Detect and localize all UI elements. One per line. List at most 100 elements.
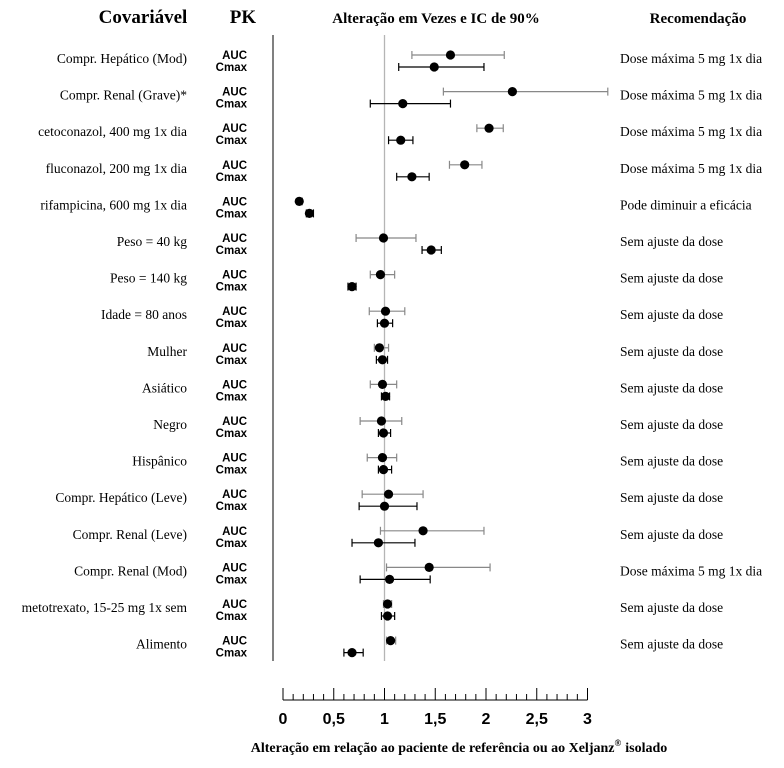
recommendation-label: Sem ajuste da dose — [620, 234, 723, 249]
covariate-label: Compr. Hepático (Leve) — [55, 490, 187, 505]
recommendation-label: Dose máxima 5 mg 1x dia — [620, 161, 762, 176]
recommendation-label: Sem ajuste da dose — [620, 527, 723, 542]
auc-label: AUC — [222, 196, 247, 208]
auc-point-estimate — [377, 379, 388, 389]
x-axis-label-main: Alteração em relação ao paciente de refe… — [251, 741, 615, 756]
cmax-label: Cmax — [216, 208, 248, 220]
covariate-label: rifampicina, 600 mg 1x dia — [40, 197, 187, 212]
recommendation-label: Dose máxima 5 mg 1x dia — [620, 124, 762, 139]
rows-layer: Compr. Hepático (Mod) Dose máxima 5 mg 1x… — [22, 50, 762, 660]
x-tick-label: 1,5 — [424, 711, 446, 728]
cmax-point-estimate — [379, 501, 390, 511]
auc-point-estimate — [460, 160, 470, 170]
recommendation-label: Sem ajuste da dose — [620, 344, 723, 359]
auc-label: AUC — [222, 233, 247, 245]
recommendation-label: Sem ajuste da dose — [620, 380, 723, 395]
cmax-point-estimate — [398, 99, 408, 109]
row: Compr. Renal (Grave)* Dose máxima 5 mg 1x… — [60, 87, 762, 111]
cmax-point-estimate — [378, 465, 389, 475]
x-tick-label: 3 — [583, 711, 592, 728]
row: fluconazol, 200 mg 1x dia Dose máxima 5 m… — [46, 160, 762, 184]
x-tick-label: 2,5 — [526, 711, 548, 728]
recommendation-label: Sem ajuste da dose — [620, 637, 723, 652]
x-axis-label-suffix: isolado — [625, 741, 667, 756]
recommendation-label: Pode diminuir a eficácia — [620, 197, 752, 212]
recommendation-label: Dose máxima 5 mg 1x dia — [620, 51, 762, 66]
auc-point-estimate — [382, 599, 393, 609]
header-pk: PK — [230, 7, 257, 28]
covariate-label: metotrexato, 15-25 mg 1x sem — [22, 600, 188, 615]
cmax-label: Cmax — [216, 611, 248, 623]
recommendation-label: Dose máxima 5 mg 1x dia — [620, 563, 762, 578]
recommendation-label: Sem ajuste da dose — [620, 417, 723, 432]
cmax-label: Cmax — [216, 172, 248, 184]
cmax-label: Cmax — [216, 465, 248, 477]
row: metotrexato, 15-25 mg 1x sem Sem ajuste d… — [22, 599, 723, 623]
auc-point-estimate — [377, 453, 388, 463]
cmax-point-estimate — [426, 245, 436, 255]
cmax-point-estimate — [347, 648, 357, 658]
x-tick-label: 0 — [279, 711, 288, 728]
auc-point-estimate — [383, 489, 394, 499]
auc-point-estimate — [380, 306, 391, 316]
header-covariate: Covariável — [99, 7, 188, 28]
auc-point-estimate — [376, 416, 387, 426]
auc-label: AUC — [222, 416, 247, 428]
cmax-label: Cmax — [216, 538, 248, 550]
x-tick-label: 2 — [482, 711, 491, 728]
cmax-label: Cmax — [216, 135, 248, 147]
cmax-label: Cmax — [216, 428, 248, 440]
covariate-label: Alimento — [136, 637, 187, 652]
cmax-label: Cmax — [216, 355, 248, 367]
recommendation-label: Dose máxima 5 mg 1x dia — [620, 88, 762, 103]
cmax-label: Cmax — [216, 318, 248, 330]
recommendation-label: Sem ajuste da dose — [620, 271, 723, 286]
recommendation-label: Sem ajuste da dose — [620, 454, 723, 469]
cmax-point-estimate — [384, 574, 395, 585]
auc-point-estimate — [507, 87, 517, 97]
covariate-label: fluconazol, 200 mg 1x dia — [46, 161, 187, 176]
auc-point-estimate — [484, 123, 494, 133]
cmax-label: Cmax — [216, 501, 248, 513]
auc-point-estimate — [378, 233, 389, 243]
cmax-point-estimate — [380, 391, 391, 401]
cmax-point-estimate — [373, 538, 384, 548]
covariate-label: Asiático — [142, 380, 187, 395]
chart-title: Alteração em Vezes e IC de 90% — [332, 11, 539, 27]
cmax-label: Cmax — [216, 574, 248, 586]
auc-label: AUC — [222, 306, 247, 318]
auc-label: AUC — [222, 343, 247, 355]
auc-label: AUC — [222, 489, 247, 501]
auc-point-estimate — [418, 526, 428, 536]
auc-point-estimate — [375, 270, 386, 280]
cmax-point-estimate — [382, 611, 393, 621]
cmax-point-estimate — [429, 62, 439, 72]
x-tick-label: 1 — [380, 711, 389, 728]
auc-label: AUC — [222, 636, 247, 648]
covariate-label: Compr. Hepático (Mod) — [57, 51, 187, 66]
covariate-label: Compr. Renal (Grave)* — [60, 88, 187, 103]
row: cetoconazol, 400 mg 1x dia Dose máxima 5 … — [38, 123, 762, 147]
cmax-label: Cmax — [216, 648, 248, 660]
x-tick-label: 0,5 — [323, 711, 345, 728]
row: Compr. Hepático (Mod) Dose máxima 5 mg 1x… — [57, 50, 762, 74]
recommendation-label: Sem ajuste da dose — [620, 307, 723, 322]
cmax-point-estimate — [407, 172, 417, 182]
auc-point-estimate — [424, 562, 434, 573]
cmax-point-estimate — [347, 282, 357, 292]
auc-label: AUC — [222, 160, 247, 172]
cmax-label: Cmax — [216, 245, 248, 257]
cmax-point-estimate — [379, 318, 390, 328]
cmax-point-estimate — [378, 428, 389, 438]
cmax-point-estimate — [396, 135, 406, 145]
auc-label: AUC — [222, 379, 247, 391]
auc-label: AUC — [222, 526, 247, 538]
auc-label: AUC — [222, 562, 247, 574]
